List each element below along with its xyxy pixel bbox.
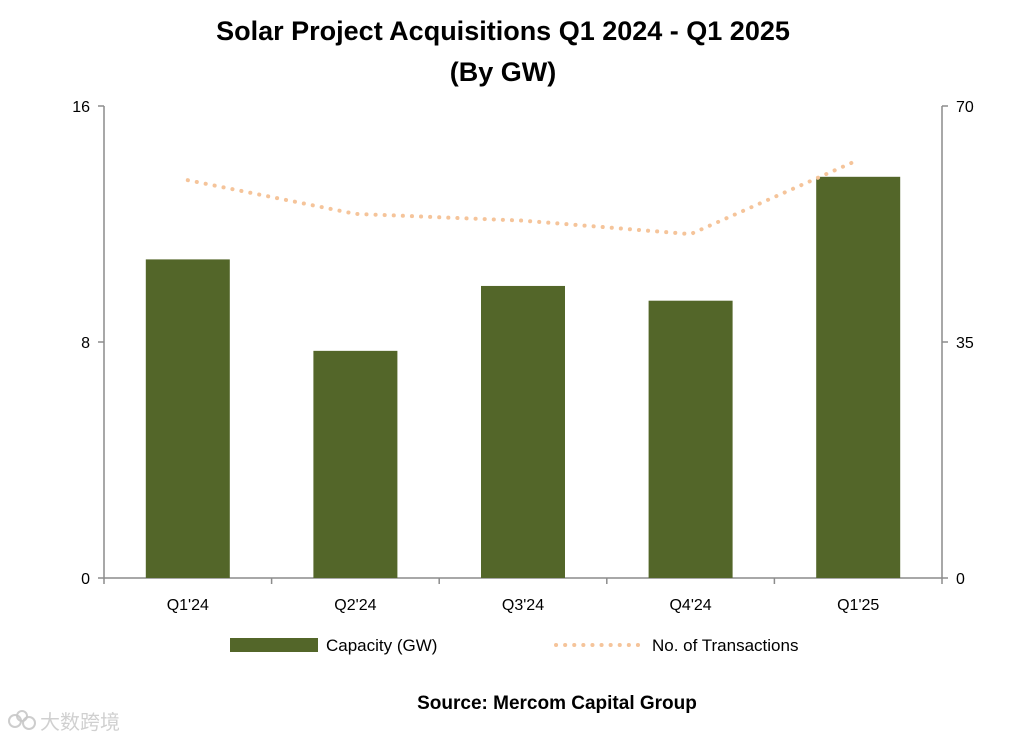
y-right-tick-label: 35 [956,335,974,352]
x-axis-labels: Q1'24 Q2'24 Q3'24 Q4'24 Q1'25 [167,597,880,614]
axis-ticks: 0 8 16 0 35 70 [72,99,974,588]
x-tick-label: Q1'25 [837,597,879,614]
y-left-tick-label: 8 [81,335,90,352]
bar-capacity [313,350,398,578]
chart-title-line1: Solar Project Acquisitions Q1 2024 - Q1 … [216,16,790,46]
brand-logo-icon [8,709,36,732]
line-transactions [185,157,861,237]
watermark: 大数跨境 [8,706,120,735]
legend-transactions-label: No. of Transactions [652,636,798,655]
line-series [185,157,861,237]
legend-capacity-label: Capacity (GW) [326,636,437,655]
x-tick-label: Q2'24 [334,597,376,614]
x-tick-label: Q3'24 [502,597,544,614]
bar-series [145,176,901,579]
chart-title-line2: (By GW) [450,57,556,87]
y-left-tick-label: 0 [81,571,90,588]
legend: Capacity (GW) No. of Transactions [230,636,798,655]
watermark-text: 大数跨境 [40,710,120,734]
x-tick-label: Q4'24 [669,597,711,614]
bar-capacity [481,285,565,578]
source-note: Source: Mercom Capital Group [417,693,697,714]
y-left-tick-label: 16 [72,99,90,116]
y-right-tick-label: 0 [956,571,965,588]
bar-capacity [648,300,733,578]
legend-capacity-swatch [230,638,318,652]
x-tick-label: Q1'24 [167,597,209,614]
y-right-tick-label: 70 [956,99,974,116]
bar-capacity [145,259,230,578]
bar-capacity [816,176,901,579]
